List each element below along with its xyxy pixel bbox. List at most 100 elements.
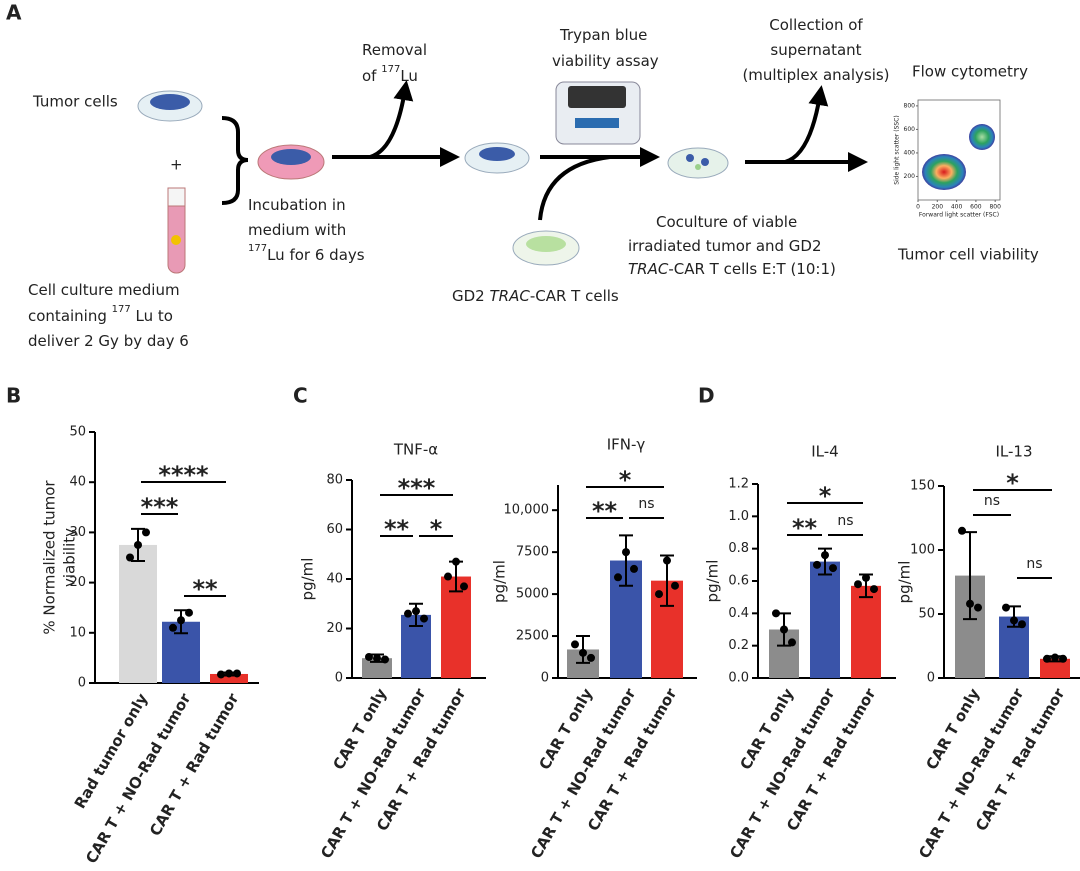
data-point bbox=[1059, 654, 1067, 663]
significance-label: ns bbox=[1026, 556, 1042, 572]
y-axis-label: Side light scatter (SSC) bbox=[894, 115, 901, 184]
y-tick-label: 50 bbox=[69, 425, 86, 440]
text-line: Lu bbox=[400, 67, 418, 85]
data-point bbox=[142, 528, 150, 537]
significance-label: * bbox=[819, 482, 832, 510]
superscript: 177 bbox=[381, 64, 400, 75]
superscript: 177 bbox=[248, 243, 267, 254]
data-point bbox=[622, 548, 630, 557]
y-tick-label: 1.0 bbox=[728, 509, 749, 524]
italic-text: TRAC bbox=[490, 287, 531, 305]
data-point bbox=[772, 609, 780, 618]
data-point bbox=[614, 573, 622, 582]
text-line: -CAR T cells E:T (10:1) bbox=[668, 260, 836, 278]
panel-label: D bbox=[698, 384, 715, 408]
data-point bbox=[813, 560, 821, 569]
data-point bbox=[974, 603, 982, 612]
text-line: -CAR T cells bbox=[530, 287, 619, 305]
data-point bbox=[655, 590, 663, 599]
text-line: Cell culture medium bbox=[28, 281, 180, 299]
x-tick-label: 200 bbox=[932, 204, 944, 211]
chart-title: TNF-α bbox=[393, 441, 438, 459]
text-line: Collection of bbox=[769, 16, 863, 34]
significance-label: ns bbox=[638, 496, 654, 512]
y-tick-label: 100 bbox=[910, 543, 935, 558]
data-point bbox=[126, 553, 134, 562]
population bbox=[969, 124, 995, 150]
data-point bbox=[185, 608, 193, 617]
y-tick-label: 400 bbox=[904, 149, 916, 156]
text-line: of bbox=[362, 67, 381, 85]
y-tick-label: 0.2 bbox=[728, 638, 749, 653]
y-tick-label: 2500 bbox=[516, 629, 549, 644]
y-tick-label: 0.0 bbox=[728, 671, 749, 686]
data-point bbox=[571, 640, 579, 649]
data-point bbox=[671, 581, 679, 590]
bar bbox=[851, 585, 881, 678]
data-point bbox=[854, 580, 862, 589]
y-tick-label: 60 bbox=[326, 522, 343, 537]
significance-label: ** bbox=[192, 575, 218, 603]
collection-label: Collection of supernatant (multiplex analy… bbox=[742, 16, 889, 84]
data-point bbox=[829, 564, 837, 573]
text-line: Removal bbox=[362, 41, 427, 59]
data-point bbox=[169, 623, 177, 632]
bar bbox=[810, 561, 840, 678]
text-line: supernatant bbox=[770, 41, 861, 59]
data-point bbox=[1002, 603, 1010, 612]
data-point bbox=[587, 653, 595, 662]
data-point bbox=[663, 556, 671, 565]
bar bbox=[441, 576, 471, 678]
data-point bbox=[1010, 616, 1018, 625]
y-tick-label: 600 bbox=[904, 126, 916, 133]
text-line: Coculture of viable bbox=[656, 213, 797, 231]
y-axis-label: % Normalized tumor bbox=[41, 480, 59, 635]
x-tick-label: 0 bbox=[916, 204, 920, 211]
significance-label: ** bbox=[792, 514, 818, 542]
italic-text: TRAC bbox=[628, 260, 669, 278]
y-tick-label: 50 bbox=[918, 607, 935, 622]
data-point bbox=[862, 573, 870, 582]
tube bbox=[167, 187, 186, 274]
bar bbox=[210, 673, 248, 683]
text-line: medium with bbox=[248, 221, 346, 239]
significance-label: ** bbox=[592, 497, 618, 525]
y-tick-label: 0 bbox=[78, 676, 86, 691]
y-tick-label: 30 bbox=[69, 525, 86, 540]
flow-label: Flow cytometry bbox=[912, 63, 1028, 81]
x-tick-label: 600 bbox=[970, 204, 982, 211]
data-point bbox=[870, 585, 878, 594]
y-tick-label: 1.2 bbox=[728, 477, 749, 492]
y-tick-label: 7500 bbox=[516, 545, 549, 560]
arrow bbox=[784, 85, 829, 164]
y-tick-label: 0 bbox=[541, 671, 549, 686]
plus: + bbox=[170, 156, 183, 174]
x-tick-label: CAR T + Rad tumor bbox=[146, 690, 243, 839]
significance-label: * bbox=[619, 466, 632, 494]
chart-title: IFN-γ bbox=[607, 436, 646, 454]
data-point bbox=[373, 654, 381, 663]
data-point bbox=[225, 669, 233, 678]
significance-label: * bbox=[1006, 469, 1019, 497]
data-point bbox=[630, 564, 638, 573]
data-point bbox=[460, 582, 468, 591]
y-tick-label: 10 bbox=[69, 625, 86, 640]
dish bbox=[464, 142, 530, 174]
y-tick-label: 40 bbox=[326, 572, 343, 587]
bracket bbox=[221, 116, 249, 205]
dish bbox=[137, 90, 203, 122]
data-point bbox=[579, 648, 587, 657]
y-tick-label: 0.4 bbox=[728, 606, 749, 621]
data-point bbox=[780, 625, 788, 634]
text-line: Lu for 6 days bbox=[267, 246, 365, 264]
data-point bbox=[958, 526, 966, 535]
car-t-label: GD2 TRAC-CAR T cells bbox=[452, 287, 619, 305]
data-point bbox=[404, 609, 412, 618]
text-line: (multiplex analysis) bbox=[742, 66, 889, 84]
text-line: irradiated tumor and GD2 bbox=[628, 237, 822, 255]
x-tick-label: 400 bbox=[951, 204, 963, 211]
y-tick-label: 40 bbox=[69, 475, 86, 490]
removal-label: Removal of 177Lu bbox=[362, 41, 427, 85]
viability-label: Tumor cell viability bbox=[897, 246, 1039, 264]
